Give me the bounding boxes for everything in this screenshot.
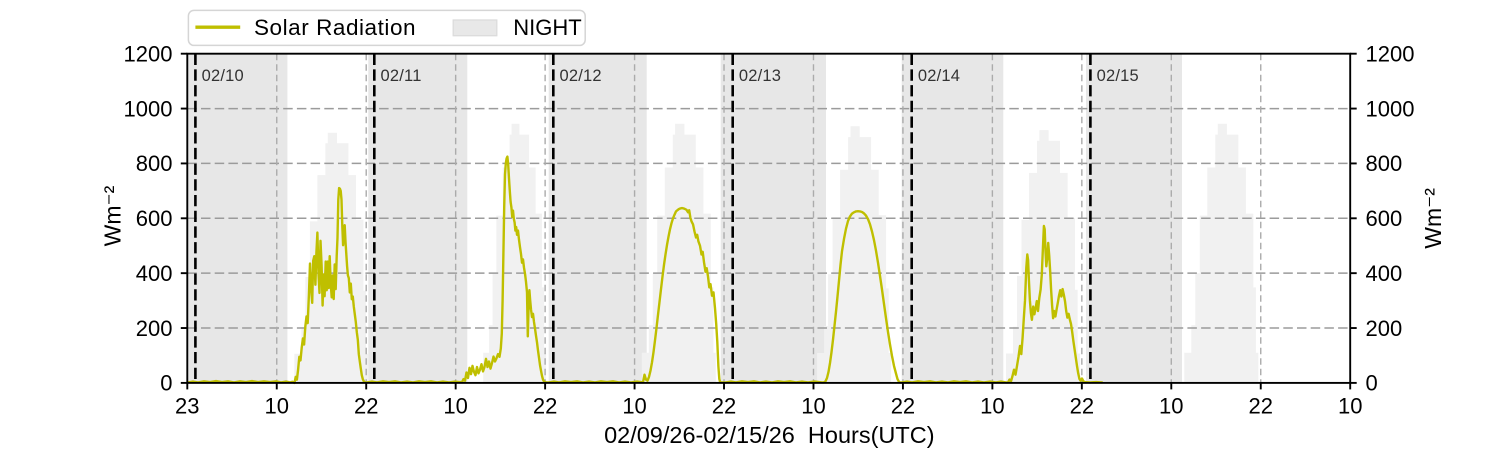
svg-text:22: 22 (1070, 394, 1094, 419)
svg-text:1000: 1000 (124, 96, 173, 121)
svg-text:800: 800 (1366, 151, 1403, 176)
svg-text:600: 600 (1366, 206, 1403, 231)
svg-text:200: 200 (1366, 316, 1403, 341)
svg-text:NIGHT: NIGHT (513, 15, 581, 40)
svg-text:22: 22 (354, 394, 378, 419)
svg-text:02/12: 02/12 (560, 67, 602, 85)
svg-text:1200: 1200 (1366, 42, 1415, 67)
svg-text:02/13: 02/13 (739, 67, 781, 85)
svg-text:400: 400 (136, 261, 173, 286)
svg-text:0: 0 (1366, 371, 1378, 396)
svg-text:10: 10 (443, 394, 467, 419)
svg-text:02/11: 02/11 (381, 67, 422, 85)
svg-text:400: 400 (1366, 261, 1403, 286)
svg-text:10: 10 (622, 394, 646, 419)
svg-text:200: 200 (136, 316, 173, 341)
svg-text:1000: 1000 (1366, 96, 1415, 121)
svg-text:22: 22 (533, 394, 557, 419)
svg-text:Wm⁻²: Wm⁻² (100, 185, 126, 246)
svg-text:Wm⁻²: Wm⁻² (1420, 188, 1446, 249)
svg-text:02/09/26-02/15/26 Hours(UTC): 02/09/26-02/15/26 Hours(UTC) (604, 422, 934, 448)
svg-text:1200: 1200 (124, 42, 173, 67)
svg-text:10: 10 (265, 394, 289, 419)
svg-text:02/14: 02/14 (918, 67, 960, 85)
svg-text:10: 10 (801, 394, 825, 419)
svg-text:0: 0 (160, 371, 172, 396)
svg-text:22: 22 (1249, 394, 1273, 419)
svg-text:10: 10 (1338, 394, 1362, 419)
svg-text:10: 10 (1159, 394, 1183, 419)
svg-text:02/15: 02/15 (1097, 67, 1139, 85)
svg-text:Solar Radiation: Solar Radiation (254, 15, 416, 40)
svg-text:02/10: 02/10 (202, 67, 244, 85)
svg-text:22: 22 (712, 394, 736, 419)
svg-text:22: 22 (891, 394, 915, 419)
svg-text:10: 10 (980, 394, 1004, 419)
svg-text:23: 23 (175, 394, 199, 419)
svg-text:800: 800 (136, 151, 173, 176)
svg-text:600: 600 (136, 206, 173, 231)
